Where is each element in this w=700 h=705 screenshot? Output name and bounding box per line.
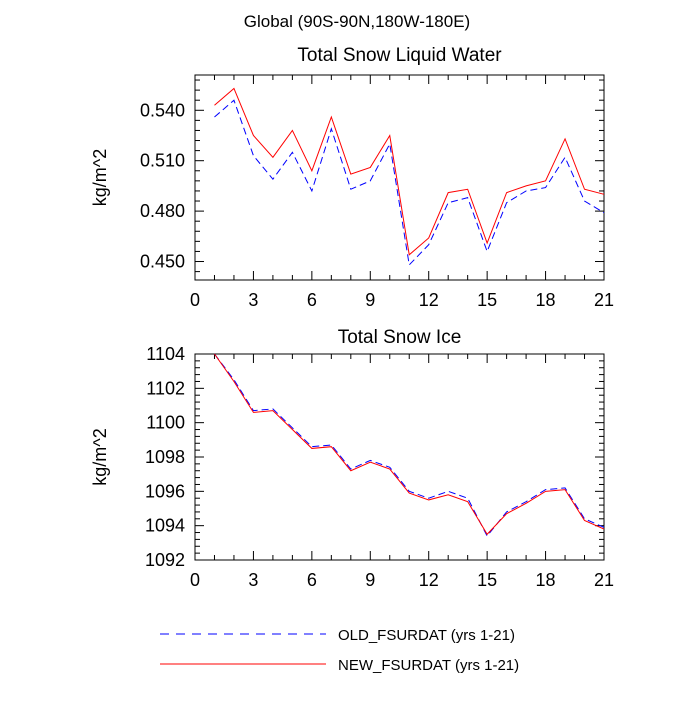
x-tick-label: 9 (365, 570, 375, 590)
chart-title: Total Snow Liquid Water (297, 45, 502, 66)
x-tick-label: 3 (248, 570, 258, 590)
y-tick-label: 1092 (145, 550, 185, 570)
y-tick-label: 0.480 (140, 201, 185, 221)
series-line-new-fsurdat (214, 353, 605, 536)
x-tick-label: 6 (307, 290, 317, 310)
chart-panels: Total Snow Liquid Water 0 3 6 9 12 15 18 21 0.450… (90, 45, 614, 590)
chart-title: Total Snow Ice (338, 327, 462, 348)
y-tick-label: 1100 (146, 413, 185, 433)
x-tick-label: 12 (419, 290, 439, 310)
x-tick-label: 21 (594, 570, 614, 590)
y-tick-label: 1098 (145, 447, 185, 467)
legend-label: OLD_FSURDAT (yrs 1-21) (338, 627, 515, 644)
plot-frame (194, 74, 605, 281)
x-tick-label: 3 (248, 290, 258, 310)
x-tick-label: 18 (536, 290, 556, 310)
x-tick-label: 6 (307, 570, 317, 590)
x-tick-label: 0 (190, 290, 200, 310)
y-tick-label: 0.450 (140, 252, 185, 272)
x-tick-label: 18 (536, 570, 556, 590)
legend-label: NEW_FSURDAT (yrs 1-21) (338, 657, 519, 674)
y-tick-label: 1094 (145, 516, 185, 536)
x-tick-label: 12 (419, 570, 439, 590)
x-tick-label: 15 (477, 290, 497, 310)
series-line-old-fsurdat (214, 353, 605, 537)
y-tick-label: 1096 (145, 481, 185, 501)
x-tick-label: 0 (190, 570, 200, 590)
x-tick-label: 21 (594, 290, 614, 310)
x-tick-label: 9 (365, 290, 375, 310)
legend-item: NEW_FSURDAT (yrs 1-21) (160, 657, 519, 674)
legend-item: OLD_FSURDAT (yrs 1-21) (160, 627, 515, 644)
y-tick-label: 1104 (146, 344, 185, 364)
y-tick-label: 0.510 (140, 151, 185, 171)
figure-title: Global (90S-90N,180W-180E) (244, 12, 470, 31)
series-line-old-fsurdat (214, 99, 605, 266)
chart-panel-1: Total Snow Liquid Water 0 3 6 9 12 15 18 21 0.450… (90, 45, 614, 310)
y-axis-label: kg/m^2 (90, 149, 110, 206)
x-tick-label: 15 (477, 570, 497, 590)
chart-panel-2: Total Snow Ice 0 3 6 9 12 15 18 21 1092 1094 1096 10… (90, 327, 614, 590)
y-tick-label: 1102 (146, 378, 185, 398)
plot-frame (194, 353, 605, 561)
series-line-new-fsurdat (214, 87, 605, 256)
y-axis-label: kg/m^2 (90, 428, 110, 485)
legend: OLD_FSURDAT (yrs 1-21) NEW_FSURDAT (yrs 1… (160, 627, 519, 674)
y-tick-label: 0.540 (140, 100, 185, 120)
